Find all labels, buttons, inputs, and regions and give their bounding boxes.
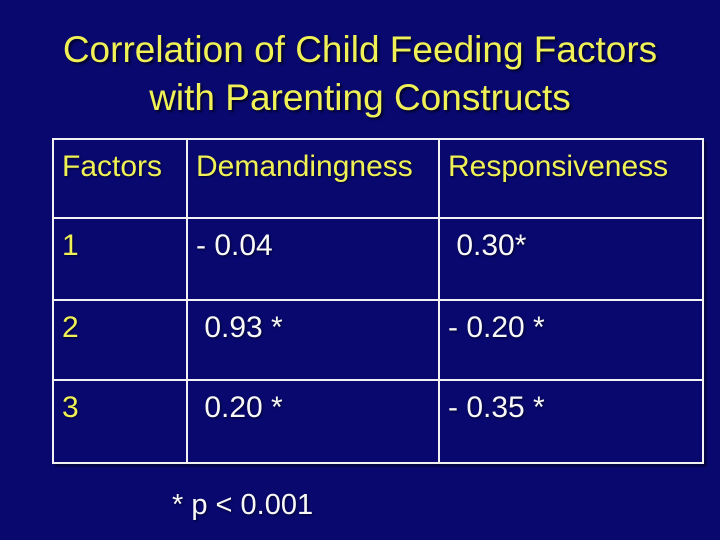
table-row: 3 0.20 * - 0.35 * <box>52 379 704 464</box>
factor-1-demandingness-value: - 0.04 <box>186 217 440 301</box>
column-header-demandingness: Demandingness <box>186 138 440 219</box>
column-header-responsiveness: Responsiveness <box>438 138 704 219</box>
slide-title-line-2: with Parenting Constructs <box>149 77 571 118</box>
significance-footnote: * p < 0.001 <box>172 489 314 521</box>
correlation-table: Factors Demandingness Responsiveness 1 -… <box>52 138 704 464</box>
factor-3-demandingness-value: 0.20 * <box>186 379 440 464</box>
table-row: 2 0.93 * - 0.20 * <box>52 299 704 381</box>
slide-title-line-1: Correlation of Child Feeding Factors <box>62 29 658 70</box>
factor-2-label: 2 <box>52 299 188 381</box>
table-row: 1 - 0.04 0.30* <box>52 217 704 301</box>
factor-1-label: 1 <box>52 217 188 301</box>
factor-3-responsiveness-value: - 0.35 * <box>438 379 704 464</box>
slide-title: Correlation of Child Feeding Factors wit… <box>0 26 720 122</box>
table-header-row: Factors Demandingness Responsiveness <box>52 138 704 219</box>
factor-2-demandingness-value: 0.93 * <box>186 299 440 381</box>
factor-2-responsiveness-value: - 0.20 * <box>438 299 704 381</box>
factor-3-label: 3 <box>52 379 188 464</box>
column-header-factors: Factors <box>52 138 188 219</box>
factor-1-responsiveness-value: 0.30* <box>438 217 704 301</box>
